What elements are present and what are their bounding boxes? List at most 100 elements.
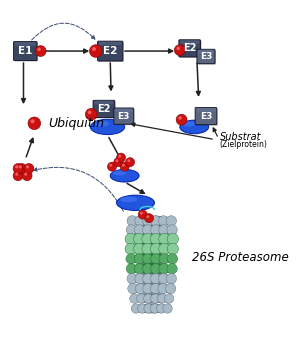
Circle shape: [167, 243, 178, 255]
Circle shape: [134, 225, 145, 235]
Ellipse shape: [128, 264, 176, 274]
Text: E1: E1: [18, 46, 32, 56]
Circle shape: [145, 213, 154, 223]
Text: E3: E3: [200, 52, 212, 61]
Circle shape: [116, 159, 118, 162]
Circle shape: [164, 294, 174, 303]
Circle shape: [159, 264, 169, 274]
FancyBboxPatch shape: [179, 40, 200, 57]
Circle shape: [167, 233, 178, 245]
Circle shape: [17, 164, 27, 173]
Circle shape: [150, 243, 162, 255]
Circle shape: [158, 283, 168, 294]
Circle shape: [144, 294, 153, 303]
Circle shape: [144, 304, 153, 313]
Circle shape: [151, 294, 160, 303]
FancyBboxPatch shape: [198, 50, 216, 65]
FancyBboxPatch shape: [15, 42, 36, 46]
Circle shape: [146, 215, 149, 218]
FancyBboxPatch shape: [195, 108, 217, 125]
Circle shape: [19, 165, 22, 169]
Circle shape: [134, 243, 145, 255]
Circle shape: [13, 171, 23, 181]
Circle shape: [159, 225, 169, 235]
Circle shape: [143, 274, 153, 284]
Ellipse shape: [90, 119, 125, 135]
Circle shape: [107, 162, 116, 171]
Circle shape: [158, 294, 167, 303]
FancyBboxPatch shape: [98, 42, 124, 62]
Circle shape: [128, 283, 138, 294]
Circle shape: [118, 155, 121, 158]
Circle shape: [143, 283, 153, 294]
Circle shape: [22, 171, 32, 181]
Ellipse shape: [129, 284, 174, 294]
Circle shape: [125, 233, 136, 245]
Circle shape: [15, 173, 18, 176]
Circle shape: [127, 274, 137, 284]
Circle shape: [126, 225, 136, 235]
Ellipse shape: [133, 304, 171, 313]
FancyBboxPatch shape: [196, 108, 218, 126]
Circle shape: [13, 164, 23, 173]
Circle shape: [135, 274, 145, 284]
FancyBboxPatch shape: [180, 40, 199, 44]
Circle shape: [120, 162, 129, 171]
Circle shape: [142, 243, 153, 255]
FancyBboxPatch shape: [94, 101, 113, 104]
Circle shape: [135, 216, 145, 226]
Circle shape: [26, 165, 29, 169]
Text: 26S Proteasome: 26S Proteasome: [192, 251, 289, 264]
Ellipse shape: [120, 197, 137, 202]
Circle shape: [131, 304, 141, 313]
Circle shape: [143, 216, 153, 226]
Circle shape: [151, 264, 161, 274]
Circle shape: [31, 119, 34, 123]
Text: E2: E2: [103, 46, 117, 56]
Circle shape: [151, 225, 161, 235]
Circle shape: [134, 264, 145, 274]
Ellipse shape: [180, 120, 209, 134]
Circle shape: [176, 47, 180, 50]
FancyBboxPatch shape: [93, 100, 115, 117]
Circle shape: [176, 114, 187, 125]
Ellipse shape: [128, 216, 175, 226]
FancyBboxPatch shape: [98, 41, 123, 61]
Circle shape: [167, 225, 177, 235]
FancyBboxPatch shape: [115, 109, 135, 125]
Circle shape: [109, 164, 112, 167]
Circle shape: [158, 274, 169, 284]
Ellipse shape: [127, 244, 177, 254]
Circle shape: [159, 254, 169, 264]
FancyBboxPatch shape: [115, 108, 132, 112]
FancyBboxPatch shape: [14, 43, 38, 62]
Circle shape: [15, 165, 18, 169]
Circle shape: [134, 233, 145, 245]
Circle shape: [138, 210, 147, 219]
Circle shape: [142, 233, 153, 245]
FancyBboxPatch shape: [94, 101, 116, 118]
Circle shape: [24, 164, 34, 173]
Circle shape: [126, 158, 135, 167]
Circle shape: [130, 294, 139, 303]
Circle shape: [165, 283, 176, 294]
FancyBboxPatch shape: [99, 42, 122, 45]
Circle shape: [159, 233, 170, 245]
Circle shape: [178, 116, 182, 120]
FancyBboxPatch shape: [114, 108, 134, 124]
Text: E3: E3: [200, 112, 212, 121]
Circle shape: [127, 216, 137, 226]
Circle shape: [28, 117, 40, 130]
Circle shape: [167, 264, 177, 274]
Circle shape: [159, 243, 170, 255]
Circle shape: [122, 164, 125, 167]
FancyBboxPatch shape: [14, 42, 37, 61]
Circle shape: [166, 274, 176, 284]
Circle shape: [174, 45, 185, 56]
Circle shape: [128, 159, 130, 162]
Circle shape: [163, 304, 172, 313]
Circle shape: [151, 216, 161, 226]
Text: Ubiquitin: Ubiquitin: [48, 117, 104, 130]
Ellipse shape: [128, 274, 175, 284]
Ellipse shape: [94, 121, 109, 127]
